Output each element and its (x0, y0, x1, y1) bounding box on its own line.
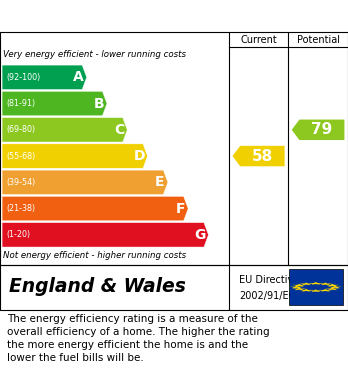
Text: Energy Efficiency Rating: Energy Efficiency Rating (10, 9, 232, 23)
Text: 79: 79 (311, 122, 333, 137)
Text: (39-54): (39-54) (6, 178, 35, 187)
Polygon shape (2, 144, 148, 168)
Polygon shape (325, 287, 340, 290)
Text: The energy efficiency rating is a measure of the
overall efficiency of a home. T: The energy efficiency rating is a measur… (7, 314, 270, 363)
Polygon shape (318, 289, 333, 292)
Text: B: B (94, 97, 104, 111)
Text: Not energy efficient - higher running costs: Not energy efficient - higher running co… (3, 251, 187, 260)
Polygon shape (2, 222, 208, 247)
Text: F: F (175, 202, 185, 215)
Polygon shape (309, 289, 323, 292)
Text: Potential: Potential (296, 35, 340, 45)
Text: (69-80): (69-80) (6, 125, 35, 134)
Bar (289, 269, 343, 305)
Polygon shape (299, 282, 314, 285)
Polygon shape (232, 146, 285, 166)
Polygon shape (292, 120, 345, 140)
Text: E: E (155, 175, 165, 189)
Polygon shape (2, 91, 107, 116)
Text: G: G (195, 228, 206, 242)
Text: A: A (73, 70, 84, 84)
Polygon shape (2, 118, 127, 142)
Polygon shape (299, 289, 314, 292)
Text: 58: 58 (252, 149, 273, 163)
Polygon shape (2, 65, 87, 90)
Polygon shape (292, 287, 307, 290)
Text: (81-91): (81-91) (6, 99, 35, 108)
Polygon shape (2, 196, 188, 221)
Polygon shape (328, 286, 342, 289)
Polygon shape (318, 282, 333, 285)
Text: England & Wales: England & Wales (9, 277, 185, 296)
Text: Very energy efficient - lower running costs: Very energy efficient - lower running co… (3, 50, 187, 59)
Polygon shape (2, 170, 168, 194)
Text: (21-38): (21-38) (6, 204, 35, 213)
Text: (92-100): (92-100) (6, 73, 40, 82)
Polygon shape (309, 282, 323, 285)
Text: D: D (134, 149, 145, 163)
Text: C: C (114, 123, 124, 137)
Text: (55-68): (55-68) (6, 152, 35, 161)
Polygon shape (292, 284, 307, 287)
Text: Current: Current (240, 35, 277, 45)
Polygon shape (290, 286, 304, 289)
Text: (1-20): (1-20) (6, 230, 30, 239)
Text: EU Directive: EU Directive (239, 275, 300, 285)
Polygon shape (325, 284, 340, 287)
Text: 2002/91/EC: 2002/91/EC (239, 291, 296, 301)
